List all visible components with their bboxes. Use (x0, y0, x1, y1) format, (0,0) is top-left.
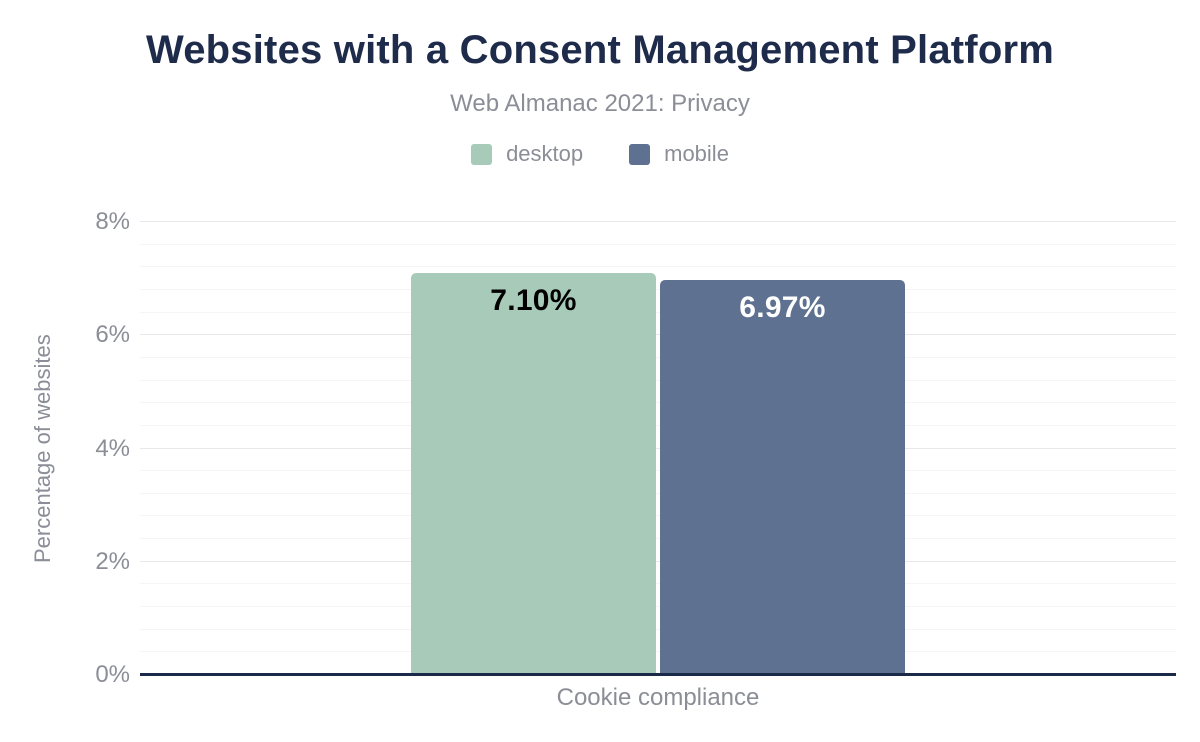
gridline-major (140, 560, 1176, 562)
gridline-major (140, 221, 1176, 222)
gridline-minor (140, 492, 1176, 494)
x-axis-label: Cookie compliance (556, 684, 760, 711)
bar-value-label-desktop: 7.10% (490, 283, 577, 317)
bar-group: 7.10% 6.97% (140, 222, 1176, 675)
legend-swatch-desktop (471, 143, 493, 165)
bar-desktop: 7.10% (411, 272, 656, 675)
y-axis-tick-label: 6% (95, 321, 130, 349)
bar-mobile: 6.97% (660, 280, 905, 675)
plot-area: 7.10% 6.97% (140, 221, 1176, 676)
legend-swatch-mobile (629, 143, 651, 165)
legend-item-mobile: mobile (629, 141, 729, 167)
gridline-minor (140, 424, 1176, 426)
y-axis-tick-labels: 0% 2% 4% 6% 8% (0, 208, 130, 688)
y-axis-tick-label: 0% (95, 661, 130, 688)
legend-label-mobile: mobile (664, 141, 729, 166)
gridline-minor (140, 515, 1176, 517)
gridline-minor (140, 243, 1176, 245)
gridline-minor (140, 651, 1176, 653)
chart-title: Websites with a Consent Management Platf… (145, 28, 1054, 72)
gridline-minor (140, 266, 1176, 268)
gridline-minor (140, 538, 1176, 540)
y-axis-tick-label: 8% (95, 208, 130, 235)
gridline-minor (140, 583, 1176, 585)
y-axis-tick-label: 4% (95, 434, 130, 462)
legend-label-desktop: desktop (506, 141, 584, 166)
gridline-minor (140, 606, 1176, 608)
gridline-minor (140, 356, 1176, 358)
legend-item-desktop: desktop (471, 141, 583, 167)
gridline-minor (140, 379, 1176, 381)
legend: desktop mobile (0, 141, 1200, 167)
x-axis-baseline (140, 673, 1176, 676)
gridline-minor (140, 470, 1176, 472)
y-axis-tick-label: 2% (95, 547, 130, 575)
gridline-major (140, 334, 1176, 336)
chart-subtitle: Web Almanac 2021: Privacy (450, 90, 750, 117)
bar-value-label-mobile: 6.97% (739, 291, 826, 325)
gridline-major (140, 447, 1176, 449)
gridline-minor (140, 288, 1176, 290)
gridline-minor (140, 311, 1176, 313)
gridline-minor (140, 402, 1176, 404)
gridline-minor (140, 628, 1176, 630)
